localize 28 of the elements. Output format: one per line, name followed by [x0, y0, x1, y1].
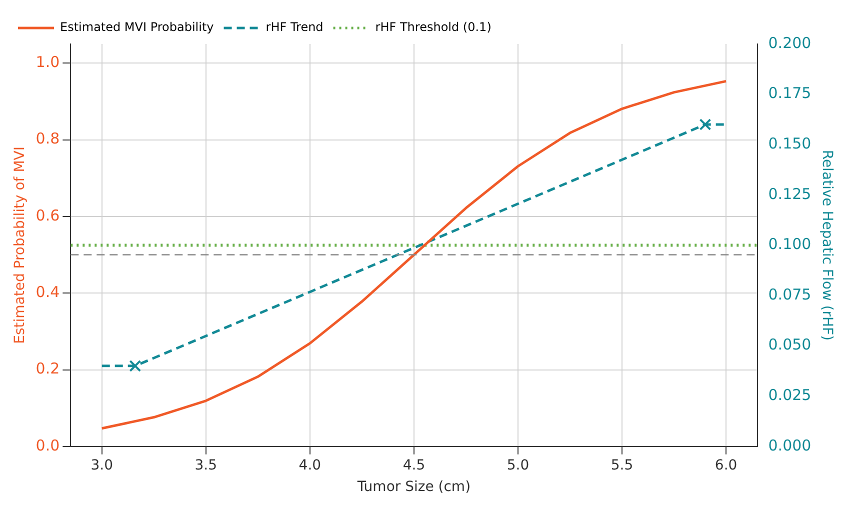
y2-tick-label: 0.150 — [768, 134, 812, 152]
y2-tick-label: 0.050 — [768, 336, 812, 354]
y-tick-label: 0.6 — [36, 206, 60, 224]
x-tick-label: 3.0 — [90, 457, 113, 474]
y2-tick-label: 0.025 — [768, 386, 812, 404]
y-tick-label: 0.4 — [36, 282, 60, 301]
x-tick-label: 4.0 — [298, 457, 322, 474]
y2-tick-label: 0.075 — [768, 285, 812, 304]
legend-label: rHF Trend — [266, 20, 324, 34]
legend-label: Estimated MVI Probability — [60, 20, 214, 34]
x-axis-title: Tumor Size (cm) — [356, 479, 471, 496]
y-tick-label: 0.8 — [36, 130, 60, 148]
y2-axis-title: Relative Hepatic Flow (rHF) — [818, 150, 835, 341]
x-tick-label: 6.0 — [714, 457, 738, 474]
y-tick-label: 0.2 — [36, 360, 60, 378]
y2-tick-label: 0.000 — [768, 436, 812, 454]
x-tick-label: 5.5 — [610, 457, 634, 474]
y-axis-title: Estimated Probability of MVI — [12, 146, 28, 344]
y-tick-label: 1.0 — [36, 53, 60, 72]
legend-label: rHF Threshold (0.1) — [375, 20, 492, 34]
x-tick-label: 3.5 — [194, 457, 218, 474]
y2-tick-label: 0.175 — [768, 84, 812, 102]
y2-tick-label: 0.100 — [768, 235, 812, 254]
x-tick-label: 4.5 — [402, 457, 426, 474]
y2-tick-label: 0.125 — [768, 184, 812, 203]
y-tick-label: 0.0 — [36, 436, 60, 454]
x-tick-label: 5.0 — [506, 457, 530, 474]
y2-tick-label: 0.200 — [768, 34, 812, 52]
